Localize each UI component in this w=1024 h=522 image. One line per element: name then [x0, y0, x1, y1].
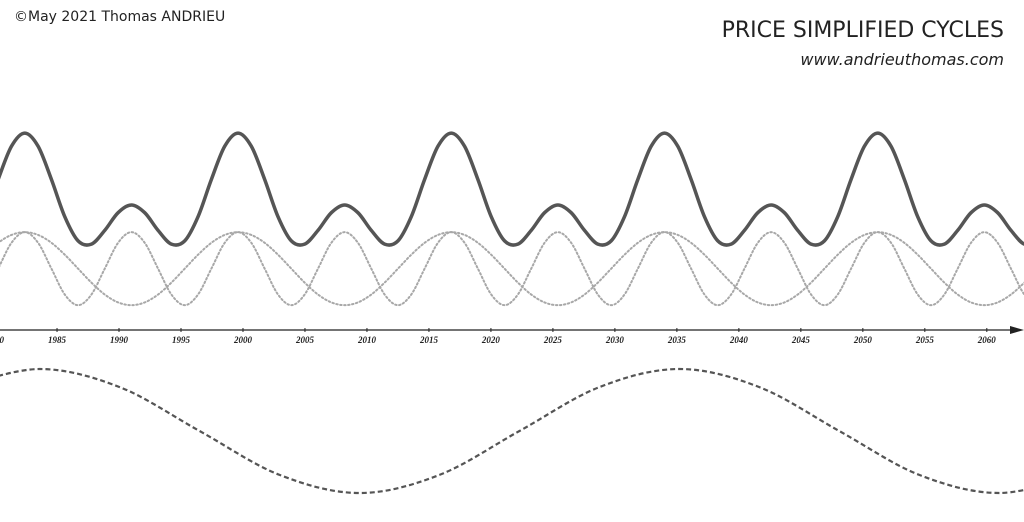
cycle-line: [0, 231, 1024, 307]
x-tick-label: 2060: [977, 335, 997, 345]
cycle-line: [0, 231, 1024, 307]
axis-arrow: [1010, 326, 1024, 334]
x-tick-label: 1990: [110, 335, 129, 345]
x-tick-label: 2030: [605, 335, 625, 345]
x-tick-label: 2015: [419, 335, 439, 345]
copyright: ©May 2021 Thomas ANDRIEU: [14, 9, 225, 25]
x-tick-label: 2040: [729, 335, 749, 345]
x-tick-label: 1995: [172, 335, 191, 345]
x-ticks: 1980 1985 1990 1995 2000 2005 2010 2015 2020 2025…: [0, 328, 996, 345]
x-tick-label: 2005: [295, 335, 315, 345]
x-tick-label: 2055: [915, 335, 935, 345]
chart-title: PRICE SIMPLIFIED CYCLES: [722, 18, 1004, 43]
cycles-panel: [0, 131, 1024, 307]
chart-subtitle: www.andrieuthomas.com: [800, 50, 1004, 69]
x-tick-label: 2045: [791, 335, 811, 345]
x-tick-label: 2010: [357, 335, 377, 345]
x-tick-label: 2050: [853, 335, 873, 345]
cycle-line: [0, 367, 1024, 495]
x-tick-label: 2020: [481, 335, 501, 345]
long-cycle-panel: [0, 367, 1024, 495]
x-tick-label: 2000: [233, 335, 253, 345]
cycle-line: [0, 131, 1024, 247]
x-tick-label: 1985: [48, 335, 67, 345]
x-tick-label: 1980: [0, 335, 5, 345]
x-tick-label: 2035: [667, 335, 687, 345]
x-tick-label: 2025: [543, 335, 563, 345]
